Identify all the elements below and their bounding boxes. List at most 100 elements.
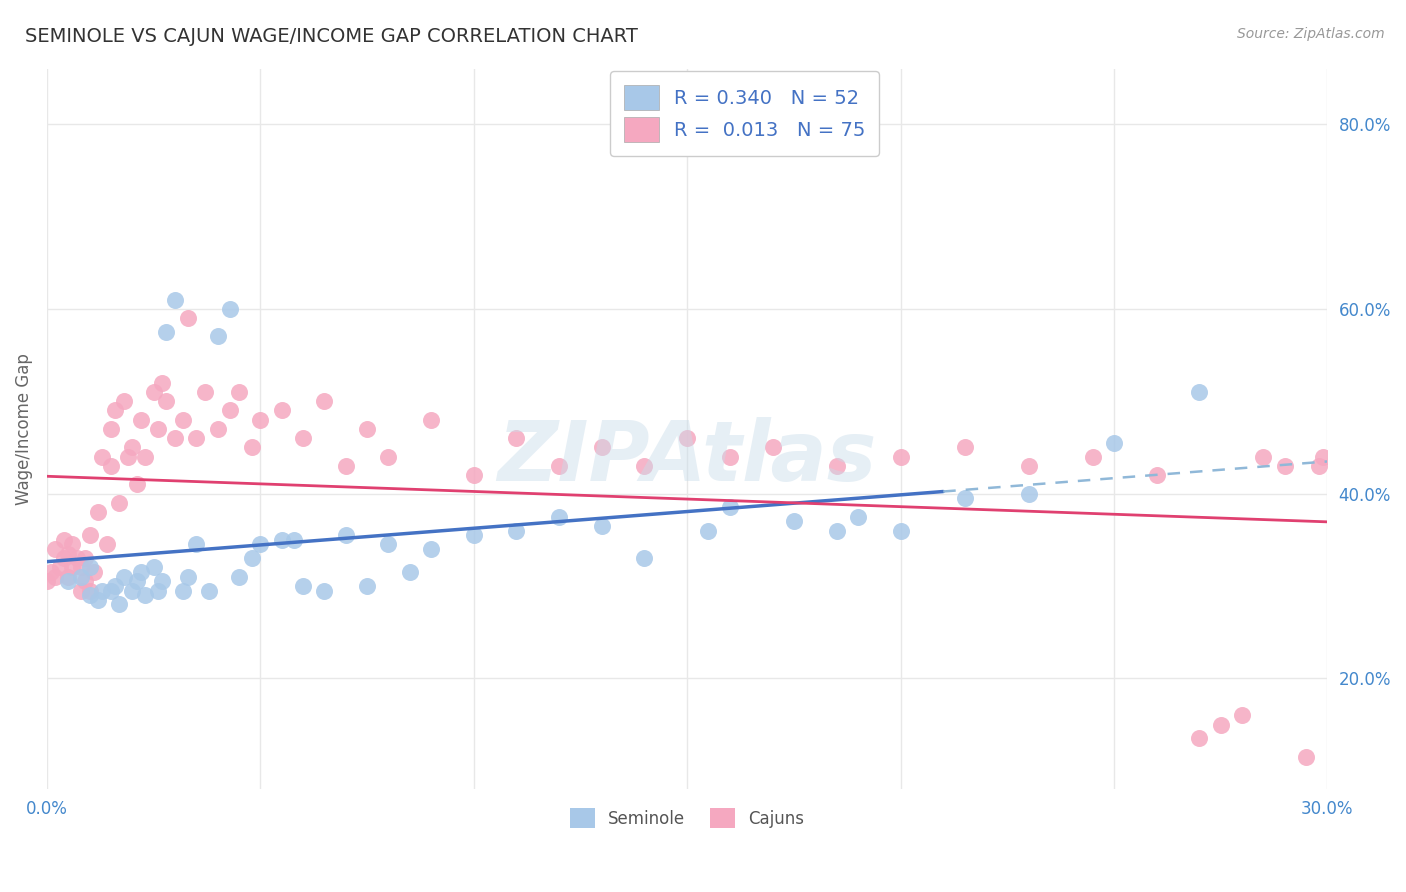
Point bbox=[240, 441, 263, 455]
Point bbox=[52, 551, 75, 566]
Point bbox=[155, 325, 177, 339]
Point bbox=[825, 524, 848, 538]
Point bbox=[83, 565, 105, 579]
Point bbox=[172, 412, 194, 426]
Point bbox=[420, 412, 443, 426]
Point bbox=[291, 431, 314, 445]
Point bbox=[420, 541, 443, 556]
Point bbox=[79, 583, 101, 598]
Point bbox=[1081, 450, 1104, 464]
Point bbox=[70, 560, 93, 574]
Point bbox=[79, 588, 101, 602]
Point bbox=[335, 528, 357, 542]
Point bbox=[75, 574, 97, 589]
Point bbox=[676, 431, 699, 445]
Point bbox=[91, 450, 114, 464]
Point bbox=[117, 450, 139, 464]
Point bbox=[1274, 458, 1296, 473]
Point bbox=[87, 505, 110, 519]
Point bbox=[207, 422, 229, 436]
Point bbox=[146, 583, 169, 598]
Point bbox=[134, 450, 156, 464]
Point bbox=[398, 565, 420, 579]
Point bbox=[505, 524, 527, 538]
Point bbox=[1018, 486, 1040, 500]
Point bbox=[463, 468, 485, 483]
Point bbox=[633, 458, 655, 473]
Point bbox=[70, 583, 93, 598]
Text: Source: ZipAtlas.com: Source: ZipAtlas.com bbox=[1237, 27, 1385, 41]
Point bbox=[356, 422, 378, 436]
Point bbox=[96, 537, 118, 551]
Point bbox=[1230, 708, 1253, 723]
Point bbox=[633, 551, 655, 566]
Point bbox=[953, 491, 976, 505]
Point bbox=[150, 574, 173, 589]
Point bbox=[1102, 435, 1125, 450]
Point bbox=[1188, 731, 1211, 746]
Point bbox=[146, 422, 169, 436]
Point bbox=[163, 293, 186, 307]
Point bbox=[783, 514, 806, 528]
Point bbox=[591, 441, 613, 455]
Point bbox=[121, 441, 143, 455]
Point bbox=[953, 441, 976, 455]
Point bbox=[890, 450, 912, 464]
Point bbox=[270, 533, 292, 547]
Point bbox=[66, 551, 89, 566]
Point bbox=[163, 431, 186, 445]
Point bbox=[249, 412, 271, 426]
Point bbox=[125, 574, 148, 589]
Point bbox=[104, 579, 127, 593]
Point bbox=[356, 579, 378, 593]
Point bbox=[1312, 450, 1334, 464]
Point bbox=[219, 301, 242, 316]
Point bbox=[58, 547, 80, 561]
Point bbox=[100, 458, 122, 473]
Legend: Seminole, Cajuns: Seminole, Cajuns bbox=[562, 801, 811, 835]
Point bbox=[100, 422, 122, 436]
Text: ZIPAtlas: ZIPAtlas bbox=[498, 417, 877, 499]
Point bbox=[62, 537, 84, 551]
Point bbox=[75, 551, 97, 566]
Point bbox=[194, 384, 217, 399]
Point bbox=[198, 583, 221, 598]
Point bbox=[58, 570, 80, 584]
Point bbox=[112, 394, 135, 409]
Point bbox=[129, 412, 152, 426]
Point bbox=[270, 403, 292, 417]
Point bbox=[172, 583, 194, 598]
Point bbox=[44, 541, 66, 556]
Point bbox=[142, 384, 165, 399]
Point bbox=[112, 570, 135, 584]
Point bbox=[283, 533, 305, 547]
Point bbox=[228, 384, 250, 399]
Point bbox=[125, 477, 148, 491]
Point bbox=[825, 458, 848, 473]
Point bbox=[240, 551, 263, 566]
Point bbox=[104, 403, 127, 417]
Point bbox=[52, 533, 75, 547]
Point bbox=[1209, 717, 1232, 731]
Point bbox=[697, 524, 720, 538]
Point bbox=[718, 500, 741, 515]
Point bbox=[177, 310, 200, 325]
Point bbox=[108, 496, 131, 510]
Point bbox=[1308, 458, 1330, 473]
Text: SEMINOLE VS CAJUN WAGE/INCOME GAP CORRELATION CHART: SEMINOLE VS CAJUN WAGE/INCOME GAP CORREL… bbox=[25, 27, 638, 45]
Point bbox=[121, 583, 143, 598]
Point bbox=[1018, 458, 1040, 473]
Point bbox=[100, 583, 122, 598]
Point bbox=[186, 537, 208, 551]
Point bbox=[335, 458, 357, 473]
Point bbox=[79, 528, 101, 542]
Point bbox=[548, 509, 571, 524]
Point bbox=[108, 598, 131, 612]
Point bbox=[1188, 384, 1211, 399]
Point bbox=[79, 560, 101, 574]
Point bbox=[1295, 750, 1317, 764]
Point bbox=[207, 329, 229, 343]
Point bbox=[591, 519, 613, 533]
Point bbox=[890, 524, 912, 538]
Point bbox=[1146, 468, 1168, 483]
